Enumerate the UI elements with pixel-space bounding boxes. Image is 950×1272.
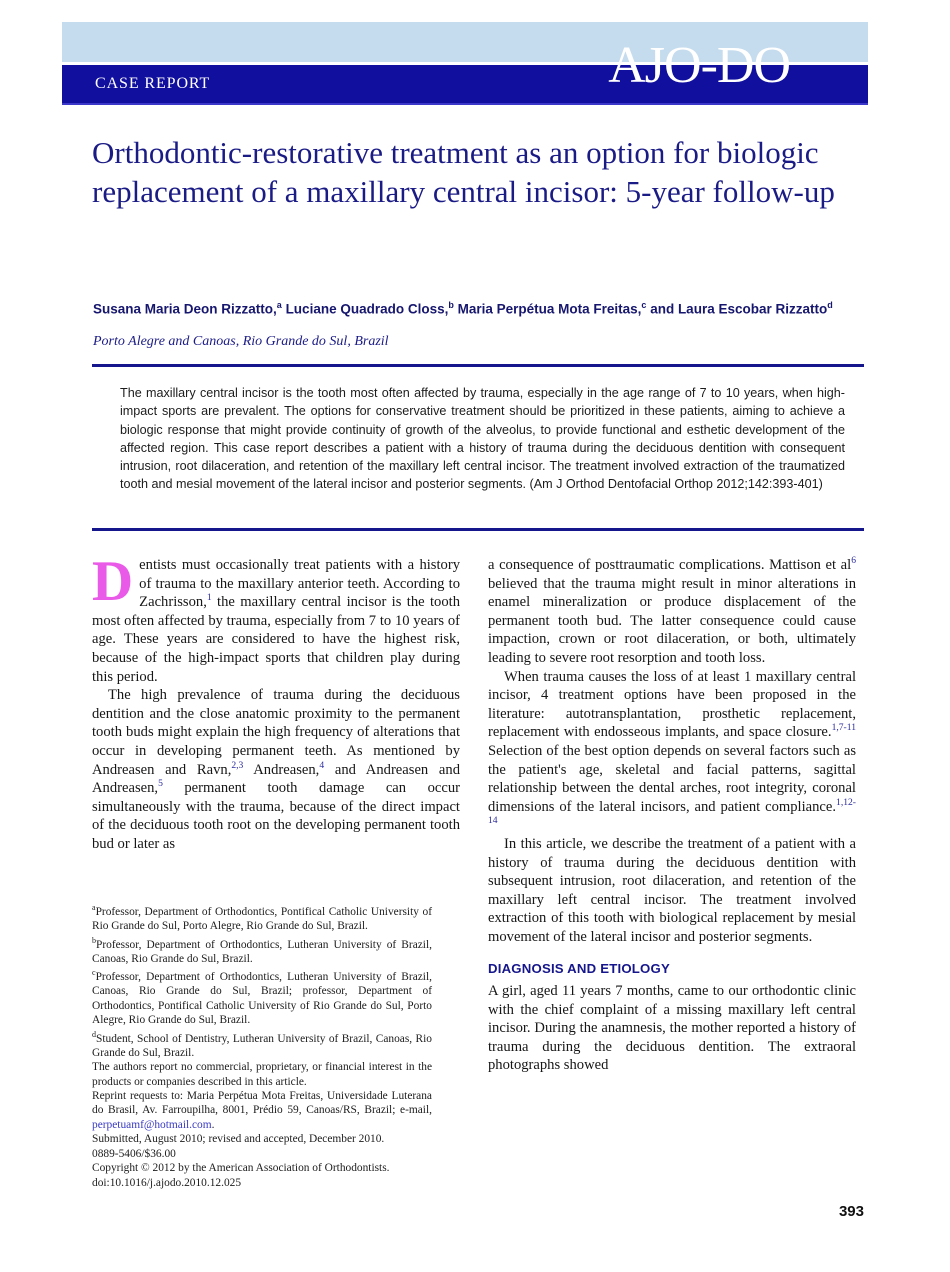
paragraph-prevalence: The high prevalence of trauma during the… xyxy=(92,687,460,852)
drop-cap: D xyxy=(92,550,134,613)
footnote-block: aProfessor, Department of Orthodontics, … xyxy=(92,901,432,1190)
journal-logo-lower-clip: AJO-DO xyxy=(62,65,868,103)
footnote-doi: doi:10.1016/j.ajodo.2010.12.025 xyxy=(92,1176,242,1189)
abstract-bottom-rule xyxy=(92,528,864,531)
footnote-disclosure: The authors report no commercial, propri… xyxy=(92,1061,432,1088)
header-bottom-rule xyxy=(62,103,868,105)
footnote-reprint-requests: Reprint requests to: Maria Perpétua Mota… xyxy=(92,1090,432,1131)
paragraph-treatment-options: When trauma causes the loss of at least … xyxy=(488,668,856,827)
journal-logo-upper: AJO-DO xyxy=(608,40,791,66)
footnote-a: aProfessor, Department of Orthodontics, … xyxy=(92,903,432,933)
page-number: 393 xyxy=(838,1203,864,1220)
header-light-band xyxy=(62,22,868,62)
abstract-top-rule xyxy=(92,364,864,367)
journal-logo-upper-clip: AJO-DO xyxy=(62,22,868,66)
paragraph-article-scope: In this article, we describe the treatme… xyxy=(488,835,856,945)
paragraph-case-presentation: A girl, aged 11 years 7 months, came to … xyxy=(488,983,856,1074)
affiliation-line: Porto Alegre and Canoas, Rio Grande do S… xyxy=(93,334,389,349)
paragraph-consequence: a consequence of posttraumatic complicat… xyxy=(488,555,856,666)
header-navy-band xyxy=(62,65,868,103)
footnote-d: dStudent, School of Dentistry, Lutheran … xyxy=(92,1029,432,1059)
page-header: AJO-DO AJO-DO CASE REPORT xyxy=(0,0,950,113)
section-label: CASE REPORT xyxy=(95,75,211,92)
body-column-right: a consequence of posttraumatic complicat… xyxy=(488,556,856,1075)
author-list: Susana Maria Deon Rizzatto,a Luciane Qua… xyxy=(93,300,833,317)
journal-logo-lower: AJO-DO xyxy=(608,65,791,94)
footnote-issn: 0889-5406/$36.00 xyxy=(92,1147,176,1160)
footnote-b: bProfessor, Department of Orthodontics, … xyxy=(92,935,432,965)
section-heading-diagnosis: DIAGNOSIS AND ETIOLOGY xyxy=(488,961,670,977)
footnote-c: cProfessor, Department of Orthodontics, … xyxy=(92,968,432,1027)
paragraph-intro-text: entists must occasionally treat patients… xyxy=(92,557,460,685)
page-title: Orthodontic-restorative treatment as an … xyxy=(92,135,835,209)
abstract-text: The maxillary central incisor is the too… xyxy=(120,386,845,492)
footnote-submitted: Submitted, August 2010; revised and acce… xyxy=(92,1133,385,1146)
footnote-copyright: Copyright © 2012 by the American Associa… xyxy=(92,1162,390,1175)
